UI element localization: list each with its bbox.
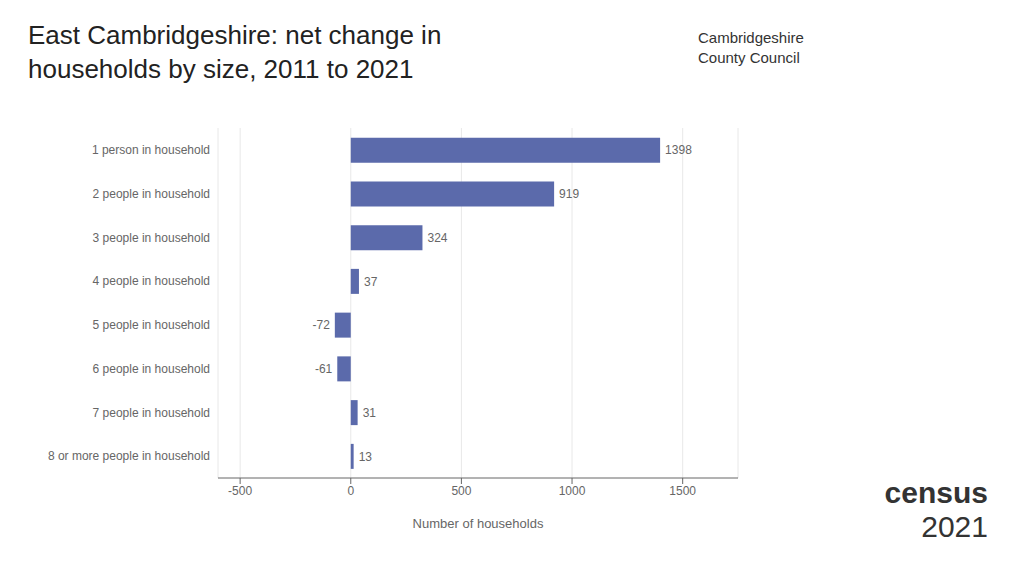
svg-text:919: 919: [559, 187, 579, 201]
svg-text:2 people in household: 2 people in household: [93, 187, 210, 201]
svg-text:0: 0: [347, 484, 354, 498]
svg-text:1 person in household: 1 person in household: [92, 143, 210, 157]
html-text:County Council: County Council: [698, 49, 800, 66]
svg-text:13: 13: [359, 450, 373, 464]
svg-text:1000: 1000: [559, 484, 586, 498]
svg-text:3 people in household: 3 people in household: [93, 231, 210, 245]
svg-text:Number of households: Number of households: [413, 516, 544, 531]
svg-text:1500: 1500: [669, 484, 696, 498]
svg-text:324: 324: [427, 231, 447, 245]
svg-text:37: 37: [364, 275, 378, 289]
svg-text:-500: -500: [228, 484, 252, 498]
svg-text:8 or more people in household: 8 or more people in household: [48, 449, 210, 463]
svg-text:5 people in household: 5 people in household: [93, 318, 210, 332]
svg-text:-72: -72: [312, 318, 330, 332]
html-text:Cambridgeshire: Cambridgeshire: [698, 29, 804, 46]
html-text:East Cambridgeshire: net chang: East Cambridgeshire: net change in house…: [28, 20, 442, 84]
svg-text:6 people in household: 6 people in household: [93, 362, 210, 376]
svg-text:1398: 1398: [665, 143, 692, 157]
svg-text:4 people in household: 4 people in household: [93, 274, 210, 288]
svg-text:31: 31: [363, 406, 377, 420]
html-text:2021: 2021: [921, 510, 988, 543]
svg-text:500: 500: [451, 484, 471, 498]
svg-text:-61: -61: [315, 362, 333, 376]
svg-text:7 people in household: 7 people in household: [93, 406, 210, 420]
html-text:census: census: [884, 476, 988, 509]
